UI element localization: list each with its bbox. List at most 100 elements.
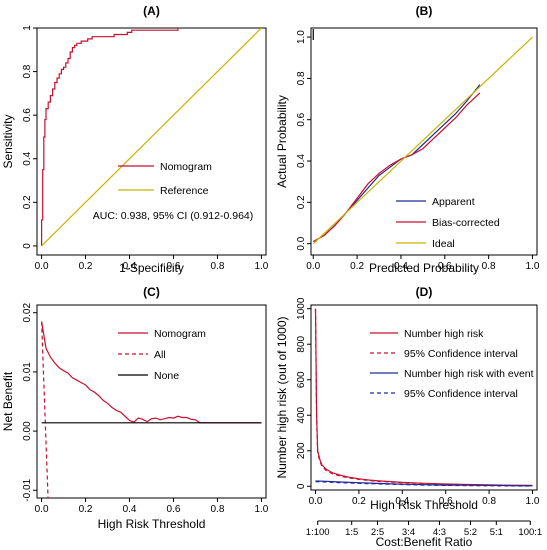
secondary-x-tick-label: 5:2 — [464, 527, 477, 538]
x-tick-label: 1.0 — [526, 261, 540, 272]
x-tick-label: 0.4 — [123, 261, 137, 272]
y-tick-label: 0.6 — [296, 112, 307, 126]
x-tick-label: 0.2 — [79, 504, 93, 515]
x-tick-label: 0.4 — [395, 496, 409, 507]
x-tick-label: 0.0 — [306, 261, 320, 272]
legend-label: Number high risk — [404, 328, 484, 340]
x-tick-label: 0.2 — [79, 261, 93, 272]
x-tick-label: 0.6 — [167, 261, 181, 272]
y-tick-label: 0 — [22, 243, 33, 249]
y-tick-label: 0.8 — [22, 64, 33, 78]
legend-label: Apparent — [432, 196, 475, 208]
panel-d: (D) 0.0 0.2 0.4 0.6 0.8 1.0 0 200 400 600 800 1000 Hi… — [275, 285, 542, 549]
secondary-x-tick-label: 1:5 — [345, 527, 358, 538]
legend-label: Nomogram — [154, 328, 206, 340]
x-axis-label: High Risk Threshold — [370, 498, 478, 512]
y-tick-label: 0.00 — [22, 421, 33, 441]
secondary-x-tick-label: 4:3 — [433, 527, 446, 538]
chart-annotation: AUC: 0.938, 95% CI (0.912-0.964) — [93, 210, 254, 222]
x-axis-label: Predicted Probability — [369, 261, 479, 275]
x-tick-label: 0.0 — [35, 504, 49, 515]
secondary-x-tick-label: 1:100 — [306, 527, 330, 538]
y-tick-label: 1.0 — [296, 30, 307, 44]
legend-label: None — [154, 370, 179, 382]
plot-frame — [36, 304, 267, 499]
x-tick-label: 0.0 — [309, 496, 323, 507]
y-tick-label: 0.01 — [22, 362, 33, 382]
x-tick-label: 0.8 — [210, 504, 224, 515]
y-axis-label: Sensitivity — [1, 114, 15, 168]
plot-frame — [310, 304, 538, 491]
x-tick-label: 1.0 — [254, 504, 268, 515]
plot-frame — [36, 27, 267, 256]
x-tick-label: 0.4 — [123, 504, 137, 515]
y-tick-label: 200 — [296, 442, 307, 459]
x-tick-label: 0.6 — [438, 261, 452, 272]
legend-label: 95% Confidence interval — [404, 348, 518, 360]
y-tick-label: 0 — [296, 483, 307, 489]
x-tick-label: 0.8 — [482, 496, 496, 507]
legend-label: Reference — [160, 185, 209, 197]
series-line-2 — [312, 36, 533, 245]
y-tick-label: 0.6 — [22, 108, 33, 122]
x-tick-label: 0.8 — [482, 261, 496, 272]
secondary-x-tick-label: 2:5 — [371, 527, 384, 538]
plot-frame — [310, 27, 538, 256]
legend-label: Number high risk with event — [404, 368, 534, 380]
y-tick-label: 0.2 — [22, 195, 33, 209]
panel-a: (A) 0.0 0.2 0.4 0.6 0.8 1.0 0 0.2 0.4 0.6 0.8 1 1-Spe… — [1, 4, 269, 275]
legend-label: 95% Confidence interval — [404, 388, 518, 400]
legend: Nomogram All None — [118, 328, 206, 382]
x-tick-label: 0.0 — [35, 261, 49, 272]
y-tick-label: 0.4 — [22, 151, 33, 165]
y-tick-label: 0.8 — [296, 71, 307, 85]
y-tick-label: 0.2 — [296, 195, 307, 209]
y-tick-label: 1000 — [296, 297, 307, 320]
secondary-x-tick-label: 5:1 — [490, 527, 503, 538]
legend: Apparent Bias-corrected Ideal — [396, 196, 500, 250]
x-tick-label: 0.6 — [167, 504, 181, 515]
legend-label: Ideal — [432, 238, 455, 250]
x-tick-label: 0.6 — [439, 496, 453, 507]
panel-title: (C) — [143, 285, 160, 299]
panel-c: (C) 0.0 0.2 0.4 0.6 0.8 1.0 -0.01 0.00 0.01 0.02 Hi… — [1, 285, 269, 531]
series-group — [40, 28, 262, 247]
legend-label: Bias-corrected — [432, 217, 500, 229]
secondary-x-tick-label: 100:1 — [518, 527, 542, 538]
panel-title: (A) — [143, 4, 160, 18]
x-tick-label: 1.0 — [526, 496, 540, 507]
panel-b: (B) 0.0 0.2 0.4 0.6 0.8 1.0 0.0 0.2 0.4 0.6 0.8 1.0 P… — [275, 4, 540, 275]
series-line-1 — [41, 321, 49, 498]
x-tick-label: 0.2 — [350, 261, 364, 272]
legend: Number high risk 95% Confidence interval N… — [370, 328, 534, 400]
y-axis-label: Actual Probability — [275, 95, 289, 188]
series-group — [41, 321, 262, 498]
y-tick-label: 600 — [296, 371, 307, 388]
legend-label: All — [154, 349, 166, 361]
y-tick-label: 1 — [22, 25, 33, 31]
y-tick-label: 0.02 — [22, 303, 33, 323]
y-axis-label: Number high risk (out of 1000) — [275, 316, 289, 478]
series-line-1 — [313, 92, 481, 243]
series-line-0 — [41, 321, 262, 424]
x-tick-label: 0.2 — [352, 496, 366, 507]
secondary-x-axis-label: Cost:Benefit Ratio — [376, 535, 473, 549]
series-line-0 — [40, 28, 181, 246]
series-group — [314, 308, 533, 487]
series-group — [312, 29, 533, 245]
y-tick-label: 800 — [296, 335, 307, 352]
x-axis-label: 1-Specificity — [119, 261, 184, 275]
y-axis-label: Net Benefit — [1, 371, 15, 431]
secondary-x-tick-label: 3:4 — [402, 527, 415, 538]
x-axis-label: High Risk Threshold — [98, 517, 206, 531]
series-line-1 — [41, 28, 262, 247]
legend-label: Nomogram — [160, 161, 212, 173]
legend: Nomogram Reference — [118, 161, 212, 197]
series-line-1 — [314, 308, 533, 487]
y-tick-label: 400 — [296, 406, 307, 423]
y-tick-label: -0.01 — [22, 478, 33, 501]
x-tick-label: 1.0 — [254, 261, 268, 272]
x-tick-label: 0.8 — [210, 261, 224, 272]
panel-title: (B) — [416, 4, 433, 18]
